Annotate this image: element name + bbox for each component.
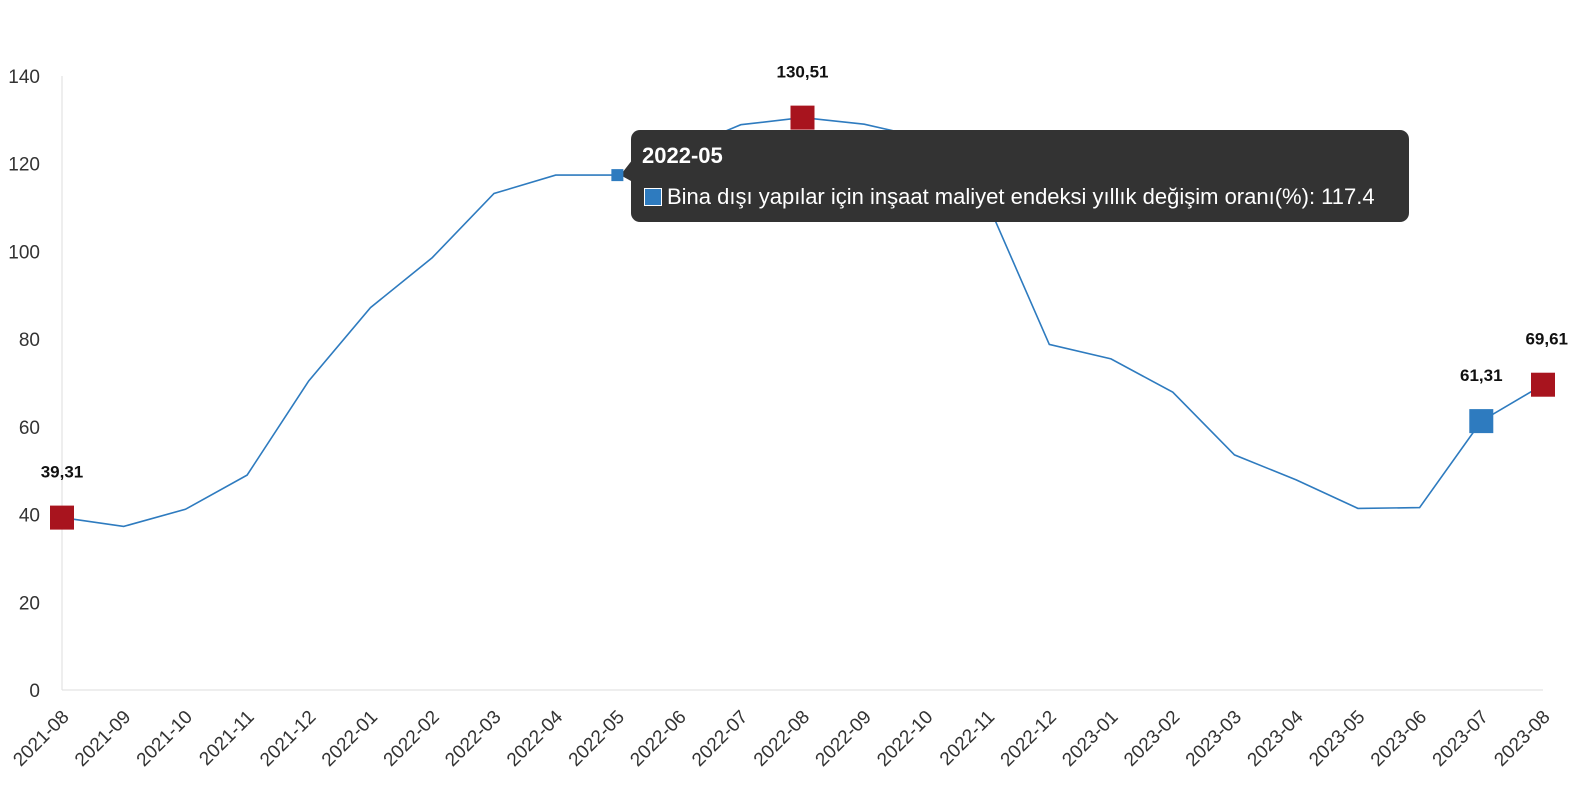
tooltip-value: 117.4 bbox=[1321, 184, 1375, 209]
x-tick-label: 2023-04 bbox=[1244, 706, 1308, 770]
tooltip-title: 2022-05 bbox=[642, 143, 723, 168]
data-markers bbox=[50, 105, 1555, 530]
x-tick-label: 2021-09 bbox=[71, 707, 135, 771]
x-tick-label: 2023-03 bbox=[1182, 707, 1246, 771]
y-tick-label: 60 bbox=[19, 418, 40, 439]
x-tick-label: 2022-04 bbox=[503, 706, 567, 770]
x-tick-label: 2022-11 bbox=[936, 707, 999, 770]
x-tick-label: 2023-08 bbox=[1490, 707, 1554, 771]
y-tick-label: 100 bbox=[8, 242, 40, 263]
x-tick-label: 2022-06 bbox=[626, 707, 690, 771]
x-tick-labels: 2021-082021-092021-102021-112021-122022-… bbox=[9, 706, 1554, 770]
data-point-marker[interactable] bbox=[790, 105, 815, 130]
y-tick-labels: 0 20 40 60 80 100 120 140 bbox=[8, 67, 40, 702]
x-tick-label: 2022-12 bbox=[997, 707, 1061, 771]
x-tick-label: 2022-05 bbox=[565, 707, 629, 771]
tooltip-separator: : bbox=[1308, 184, 1322, 209]
data-label: 69,61 bbox=[1525, 330, 1568, 349]
x-tick-label: 2022-02 bbox=[380, 707, 444, 771]
y-tick-label: 120 bbox=[8, 155, 40, 176]
data-point-marker[interactable] bbox=[1531, 372, 1555, 397]
tooltip: 2022-05 Bina dışı yapılar için inşaat ma… bbox=[631, 130, 1409, 222]
y-tick-label: 140 bbox=[8, 67, 40, 88]
x-tick-label: 2022-07 bbox=[688, 707, 752, 771]
x-tick-label: 2023-02 bbox=[1120, 707, 1184, 771]
x-tick-label: 2023-07 bbox=[1429, 707, 1493, 771]
x-tick-label: 2023-06 bbox=[1367, 707, 1431, 771]
tooltip-row: Bina dışı yapılar için inşaat maliyet en… bbox=[644, 184, 1375, 210]
hovered-point-marker[interactable] bbox=[611, 169, 624, 182]
x-tick-label: 2022-08 bbox=[750, 707, 814, 771]
x-tick-label: 2022-01 bbox=[318, 707, 382, 771]
x-tick-label: 2023-01 bbox=[1058, 707, 1122, 771]
data-label: 130,51 bbox=[777, 63, 829, 82]
x-tick-label: 2022-03 bbox=[441, 707, 505, 771]
x-tick-label: 2021-08 bbox=[9, 707, 73, 771]
tooltip-series-swatch bbox=[644, 188, 662, 206]
data-label: 39,31 bbox=[41, 463, 84, 482]
x-tick-label: 2022-10 bbox=[873, 707, 937, 771]
x-tick-label: 2021-11 bbox=[195, 707, 258, 770]
y-tick-label: 80 bbox=[19, 330, 40, 351]
y-tick-label: 40 bbox=[19, 506, 40, 527]
x-tick-label: 2022-09 bbox=[812, 707, 876, 771]
data-labels: 39,31 130,51 61,31 69,61 bbox=[41, 63, 1568, 482]
x-tick-label: 2021-12 bbox=[256, 707, 320, 771]
x-tick-label: 2021-10 bbox=[133, 707, 197, 771]
data-label: 61,31 bbox=[1460, 366, 1503, 385]
y-tick-label: 0 bbox=[29, 681, 40, 702]
data-point-marker[interactable] bbox=[1469, 409, 1494, 434]
y-tick-label: 20 bbox=[19, 593, 40, 614]
data-point-marker[interactable] bbox=[50, 505, 74, 530]
tooltip-series-name: Bina dışı yapılar için inşaat maliyet en… bbox=[667, 184, 1309, 209]
x-tick-label: 2023-05 bbox=[1305, 707, 1369, 771]
